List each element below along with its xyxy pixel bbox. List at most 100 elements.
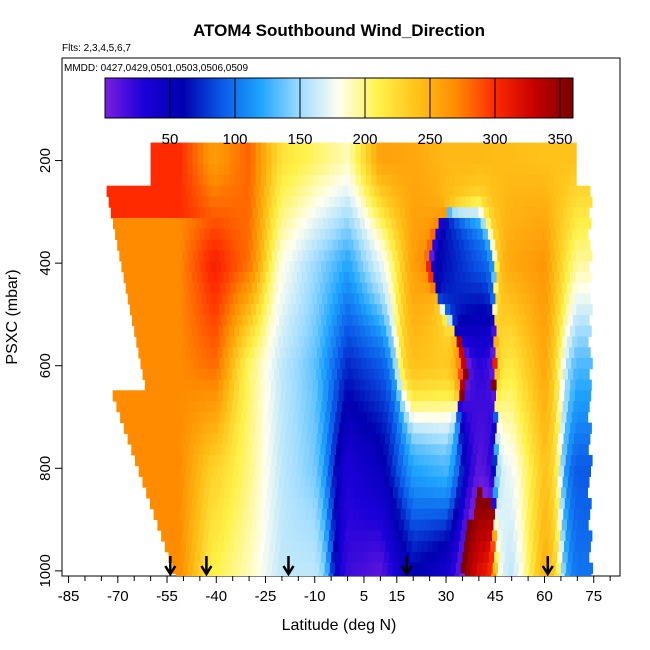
heatmap-cell (417, 390, 424, 402)
heatmap-cell (354, 325, 361, 337)
heatmap-cell (258, 314, 264, 327)
heatmap-cell (572, 282, 578, 294)
heatmap-cell (328, 422, 335, 434)
heatmap-cell (432, 433, 439, 445)
heatmap-cell (146, 411, 153, 424)
heatmap-cell (439, 304, 446, 316)
heatmap-cell (465, 530, 472, 542)
heatmap-cell (344, 422, 351, 434)
heatmap-cell (395, 239, 402, 251)
heatmap-cell (427, 347, 434, 359)
heatmap-cell (409, 282, 416, 294)
heatmap-cell (420, 314, 427, 327)
heatmap-cell (456, 519, 463, 531)
heatmap-cell (411, 239, 418, 251)
heatmap-cell (494, 368, 501, 380)
heatmap-cell (495, 541, 502, 553)
heatmap-cell (359, 573, 366, 576)
heatmap-cell (565, 304, 572, 316)
heatmap-cell (562, 207, 569, 219)
heatmap-cell (582, 411, 589, 424)
heatmap-cell (334, 164, 341, 176)
heatmap-cell (362, 207, 369, 219)
heatmap-cell (204, 444, 211, 456)
heatmap-cell (312, 498, 319, 510)
heatmap-cell (405, 433, 412, 445)
heatmap-cell (222, 293, 229, 305)
heatmap-cell (276, 250, 283, 262)
heatmap-cell (125, 411, 132, 424)
heatmap-cell (328, 390, 334, 402)
heatmap-cell (239, 153, 246, 165)
heatmap-cell (197, 164, 204, 176)
heatmap-cell (165, 390, 172, 402)
heatmap-cell (516, 541, 523, 553)
heatmap-cell (381, 153, 388, 165)
heatmap-cell (279, 433, 286, 445)
heatmap-cell (223, 573, 230, 576)
heatmap-cell (177, 562, 184, 574)
heatmap-cell (137, 314, 144, 327)
heatmap-cell (355, 196, 362, 208)
heatmap-cell (423, 498, 429, 510)
heatmap-cell (282, 250, 288, 262)
heatmap-cell (312, 379, 319, 391)
heatmap-cell (540, 336, 547, 348)
heatmap-cell (263, 368, 270, 380)
heatmap-cell (535, 228, 542, 240)
heatmap-cell (428, 573, 434, 576)
heatmap-cell (122, 239, 129, 251)
heatmap-cell (166, 142, 173, 154)
heatmap-cell (577, 444, 584, 456)
colorbar-tick-label: 350 (547, 131, 572, 148)
heatmap-cell (168, 314, 175, 327)
heatmap-cell (320, 207, 327, 219)
heatmap-cell (339, 142, 346, 154)
heatmap-cell (167, 228, 174, 240)
heatmap-cell (398, 411, 405, 424)
heatmap-cell (486, 174, 493, 187)
heatmap-cell (316, 508, 323, 520)
heatmap-cell (393, 228, 400, 240)
heatmap-cell (423, 422, 430, 434)
heatmap-cell (322, 465, 329, 477)
heatmap-cell (444, 196, 451, 208)
heatmap-cell (160, 498, 167, 510)
heatmap-cell (152, 336, 158, 348)
heatmap-cell (478, 368, 485, 380)
heatmap-cell (358, 433, 365, 445)
heatmap-cell (158, 476, 165, 488)
heatmap-cell (259, 541, 266, 553)
heatmap-cell (576, 562, 583, 574)
heatmap-cell (476, 304, 483, 316)
x-tick-label: -70 (107, 588, 129, 605)
heatmap-cell (522, 271, 529, 284)
heatmap-cell (213, 164, 220, 176)
heatmap-cell (243, 390, 250, 402)
heatmap-cell (426, 508, 433, 520)
heatmap-cell (215, 336, 221, 348)
heatmap-cell (162, 444, 169, 456)
heatmap-cell (387, 487, 394, 499)
heatmap-cell (221, 401, 228, 413)
heatmap-cell (228, 573, 235, 576)
heatmap-cell (498, 444, 505, 456)
heatmap-cell (469, 541, 476, 553)
heatmap-cell (522, 498, 529, 510)
heatmap-cell (373, 476, 380, 488)
heatmap-cell (360, 164, 367, 176)
heatmap-cell (209, 411, 216, 424)
heatmap-cell (114, 196, 120, 208)
heatmap-cell (466, 411, 473, 424)
heatmap-cell (141, 228, 148, 240)
heatmap-cell (304, 228, 310, 240)
heatmap-cell (250, 142, 257, 154)
heatmap-cell (409, 411, 415, 424)
heatmap-cell (287, 455, 294, 467)
heatmap-cell (533, 422, 540, 434)
heatmap-cell (146, 487, 153, 499)
heatmap-cell (267, 282, 274, 294)
heatmap-cell (208, 196, 215, 208)
heatmap-cell (408, 153, 414, 165)
heatmap-cell (307, 573, 314, 576)
